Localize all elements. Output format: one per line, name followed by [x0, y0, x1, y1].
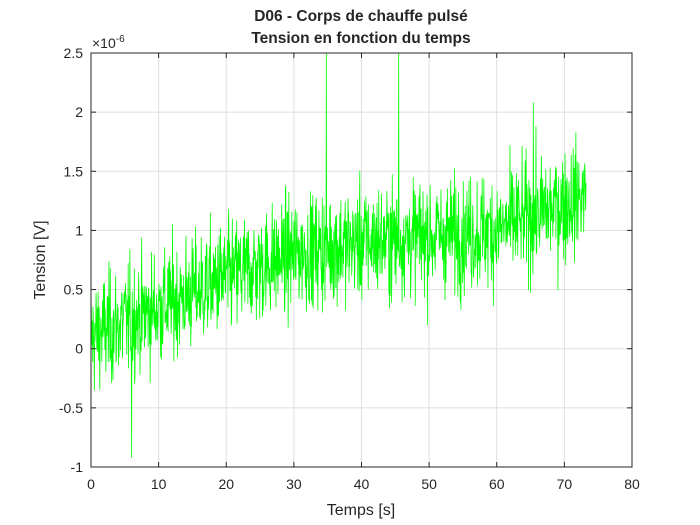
y-tick-labels: -1 -0.5 0 0.5 1 1.5 2 2.5 [59, 45, 83, 475]
ticks [90, 52, 633, 468]
x-tick-label: 60 [489, 476, 505, 492]
y-tick-label: -0.5 [59, 400, 83, 416]
x-tick-label: 20 [218, 476, 234, 492]
y-tick-label: 1 [75, 222, 83, 238]
y-exponent-label: ×10-6 [92, 34, 125, 51]
x-tick-label: 80 [624, 476, 640, 492]
chart-title: D06 - Corps de chauffe pulsé [254, 8, 468, 25]
y-tick-label: 2.5 [64, 45, 84, 61]
series-line [90, 52, 587, 458]
y-tick-label: 0 [75, 341, 83, 357]
y-exponent-power: -6 [116, 34, 125, 45]
y-tick-label: -1 [71, 459, 84, 475]
x-tick-label: 30 [286, 476, 302, 492]
y-tick-label: 1.5 [64, 163, 84, 179]
x-tick-label: 70 [557, 476, 573, 492]
data-series [90, 52, 587, 458]
y-tick-label: 2 [75, 104, 83, 120]
y-exponent-base: ×10 [92, 35, 116, 51]
x-tick-labels: 0 10 20 30 40 50 60 70 80 [87, 476, 640, 492]
x-tick-label: 10 [151, 476, 167, 492]
chart-subtitle: Tension en fonction du temps [251, 30, 470, 47]
x-tick-label: 0 [87, 476, 95, 492]
x-tick-label: 40 [354, 476, 370, 492]
y-axis-label: Tension [V] [32, 220, 49, 299]
y-tick-label: 0.5 [64, 282, 84, 298]
x-axis-label: Temps [s] [327, 502, 395, 519]
x-tick-label: 50 [421, 476, 437, 492]
